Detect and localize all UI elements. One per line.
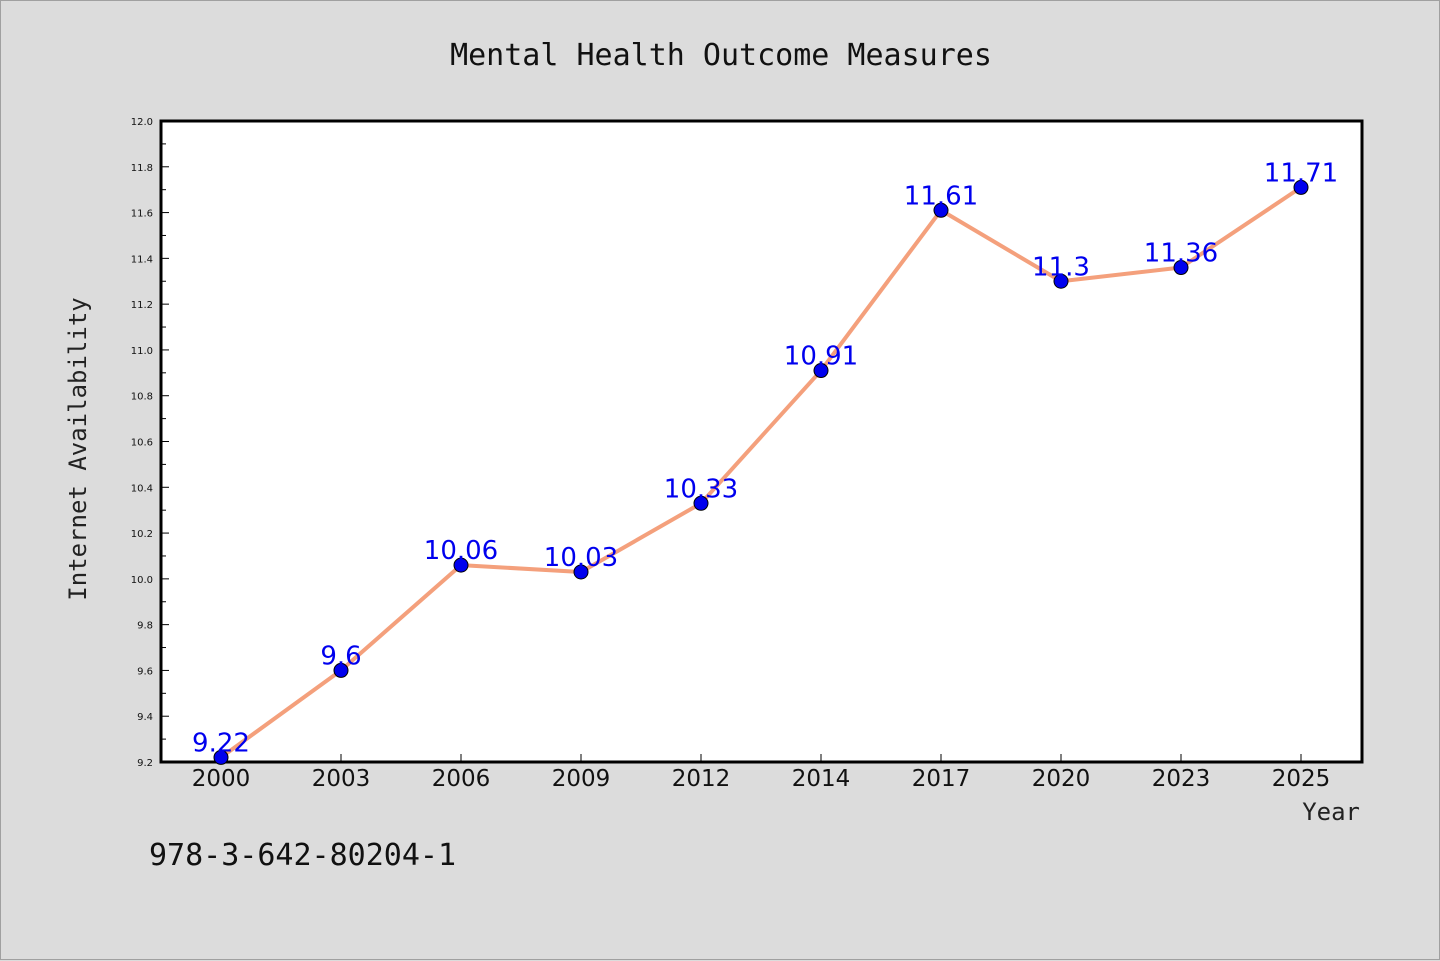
x-tick-label: 2000 bbox=[192, 766, 251, 792]
y-tick-label: 11.2 bbox=[131, 300, 153, 311]
data-point bbox=[1053, 273, 1069, 289]
data-point bbox=[813, 363, 829, 379]
data-point bbox=[933, 202, 949, 218]
data-label: 11.71 bbox=[1264, 158, 1338, 188]
y-tick-label: 10.8 bbox=[131, 392, 153, 403]
x-axis-label: Year bbox=[1302, 798, 1360, 826]
y-tick-label: 9.4 bbox=[137, 712, 153, 723]
x-tick-label: 2020 bbox=[1032, 766, 1091, 792]
data-label: 11.3 bbox=[1032, 252, 1090, 282]
y-tick-label: 9.6 bbox=[137, 666, 153, 677]
data-point bbox=[453, 557, 469, 573]
x-tick-label: 2014 bbox=[792, 766, 851, 792]
x-tick-label: 2003 bbox=[312, 766, 371, 792]
series-line bbox=[219, 185, 1303, 760]
data-label: 10.91 bbox=[784, 342, 858, 372]
data-point bbox=[1173, 260, 1189, 276]
data-labels-layer: 9.22 9.6 10.06 10.03 10.33 10.91 11.61 11.3 11.3… bbox=[192, 158, 1338, 758]
data-label: 10.33 bbox=[664, 474, 738, 504]
x-axis: 2000 2003 2006 2009 2012 2014 2017 2020 2023 2025 bbox=[192, 754, 1331, 792]
data-label: 11.61 bbox=[904, 181, 978, 211]
x-tick-label: 2009 bbox=[552, 766, 611, 792]
data-point bbox=[1293, 179, 1309, 195]
y-tick-label: 11.4 bbox=[131, 254, 153, 265]
y-tick-label: 9.2 bbox=[137, 758, 153, 769]
y-axis: 9.2 9.4 9.6 9.8 10.0 10.2 10.4 10.6 10.8 11.0 11.2… bbox=[131, 117, 169, 769]
footnote-isbn: 978-3-642-80204-1 bbox=[149, 838, 456, 873]
x-tick-label: 2017 bbox=[912, 766, 971, 792]
data-label: 10.06 bbox=[424, 536, 498, 566]
y-axis-label: Internet Availability bbox=[64, 297, 92, 600]
series-line-layer bbox=[213, 179, 1309, 765]
y-tick-label: 10.4 bbox=[131, 483, 153, 494]
y-tick-label: 10.6 bbox=[131, 438, 153, 449]
y-tick-label: 10.2 bbox=[131, 529, 153, 540]
data-point bbox=[693, 495, 709, 511]
x-tick-label: 2006 bbox=[432, 766, 491, 792]
chart-title: Mental Health Outcome Measures bbox=[450, 38, 992, 73]
y-tick-label: 11.6 bbox=[131, 209, 153, 220]
y-tick-label: 11.8 bbox=[131, 163, 153, 174]
data-label: 9.22 bbox=[192, 728, 250, 758]
y-tick-label: 10.0 bbox=[131, 575, 153, 586]
data-point bbox=[213, 749, 229, 765]
x-tick-label: 2025 bbox=[1272, 766, 1331, 792]
data-label: 9.6 bbox=[320, 641, 361, 671]
x-tick-label: 2023 bbox=[1152, 766, 1211, 792]
data-label: 10.03 bbox=[544, 543, 618, 573]
y-tick-label: 11.0 bbox=[131, 346, 153, 357]
data-point bbox=[333, 662, 349, 678]
y-tick-label: 12.0 bbox=[131, 117, 153, 128]
data-label: 11.36 bbox=[1144, 239, 1218, 269]
y-tick-label: 9.8 bbox=[137, 621, 153, 632]
data-point bbox=[573, 564, 589, 580]
x-tick-label: 2012 bbox=[672, 766, 731, 792]
